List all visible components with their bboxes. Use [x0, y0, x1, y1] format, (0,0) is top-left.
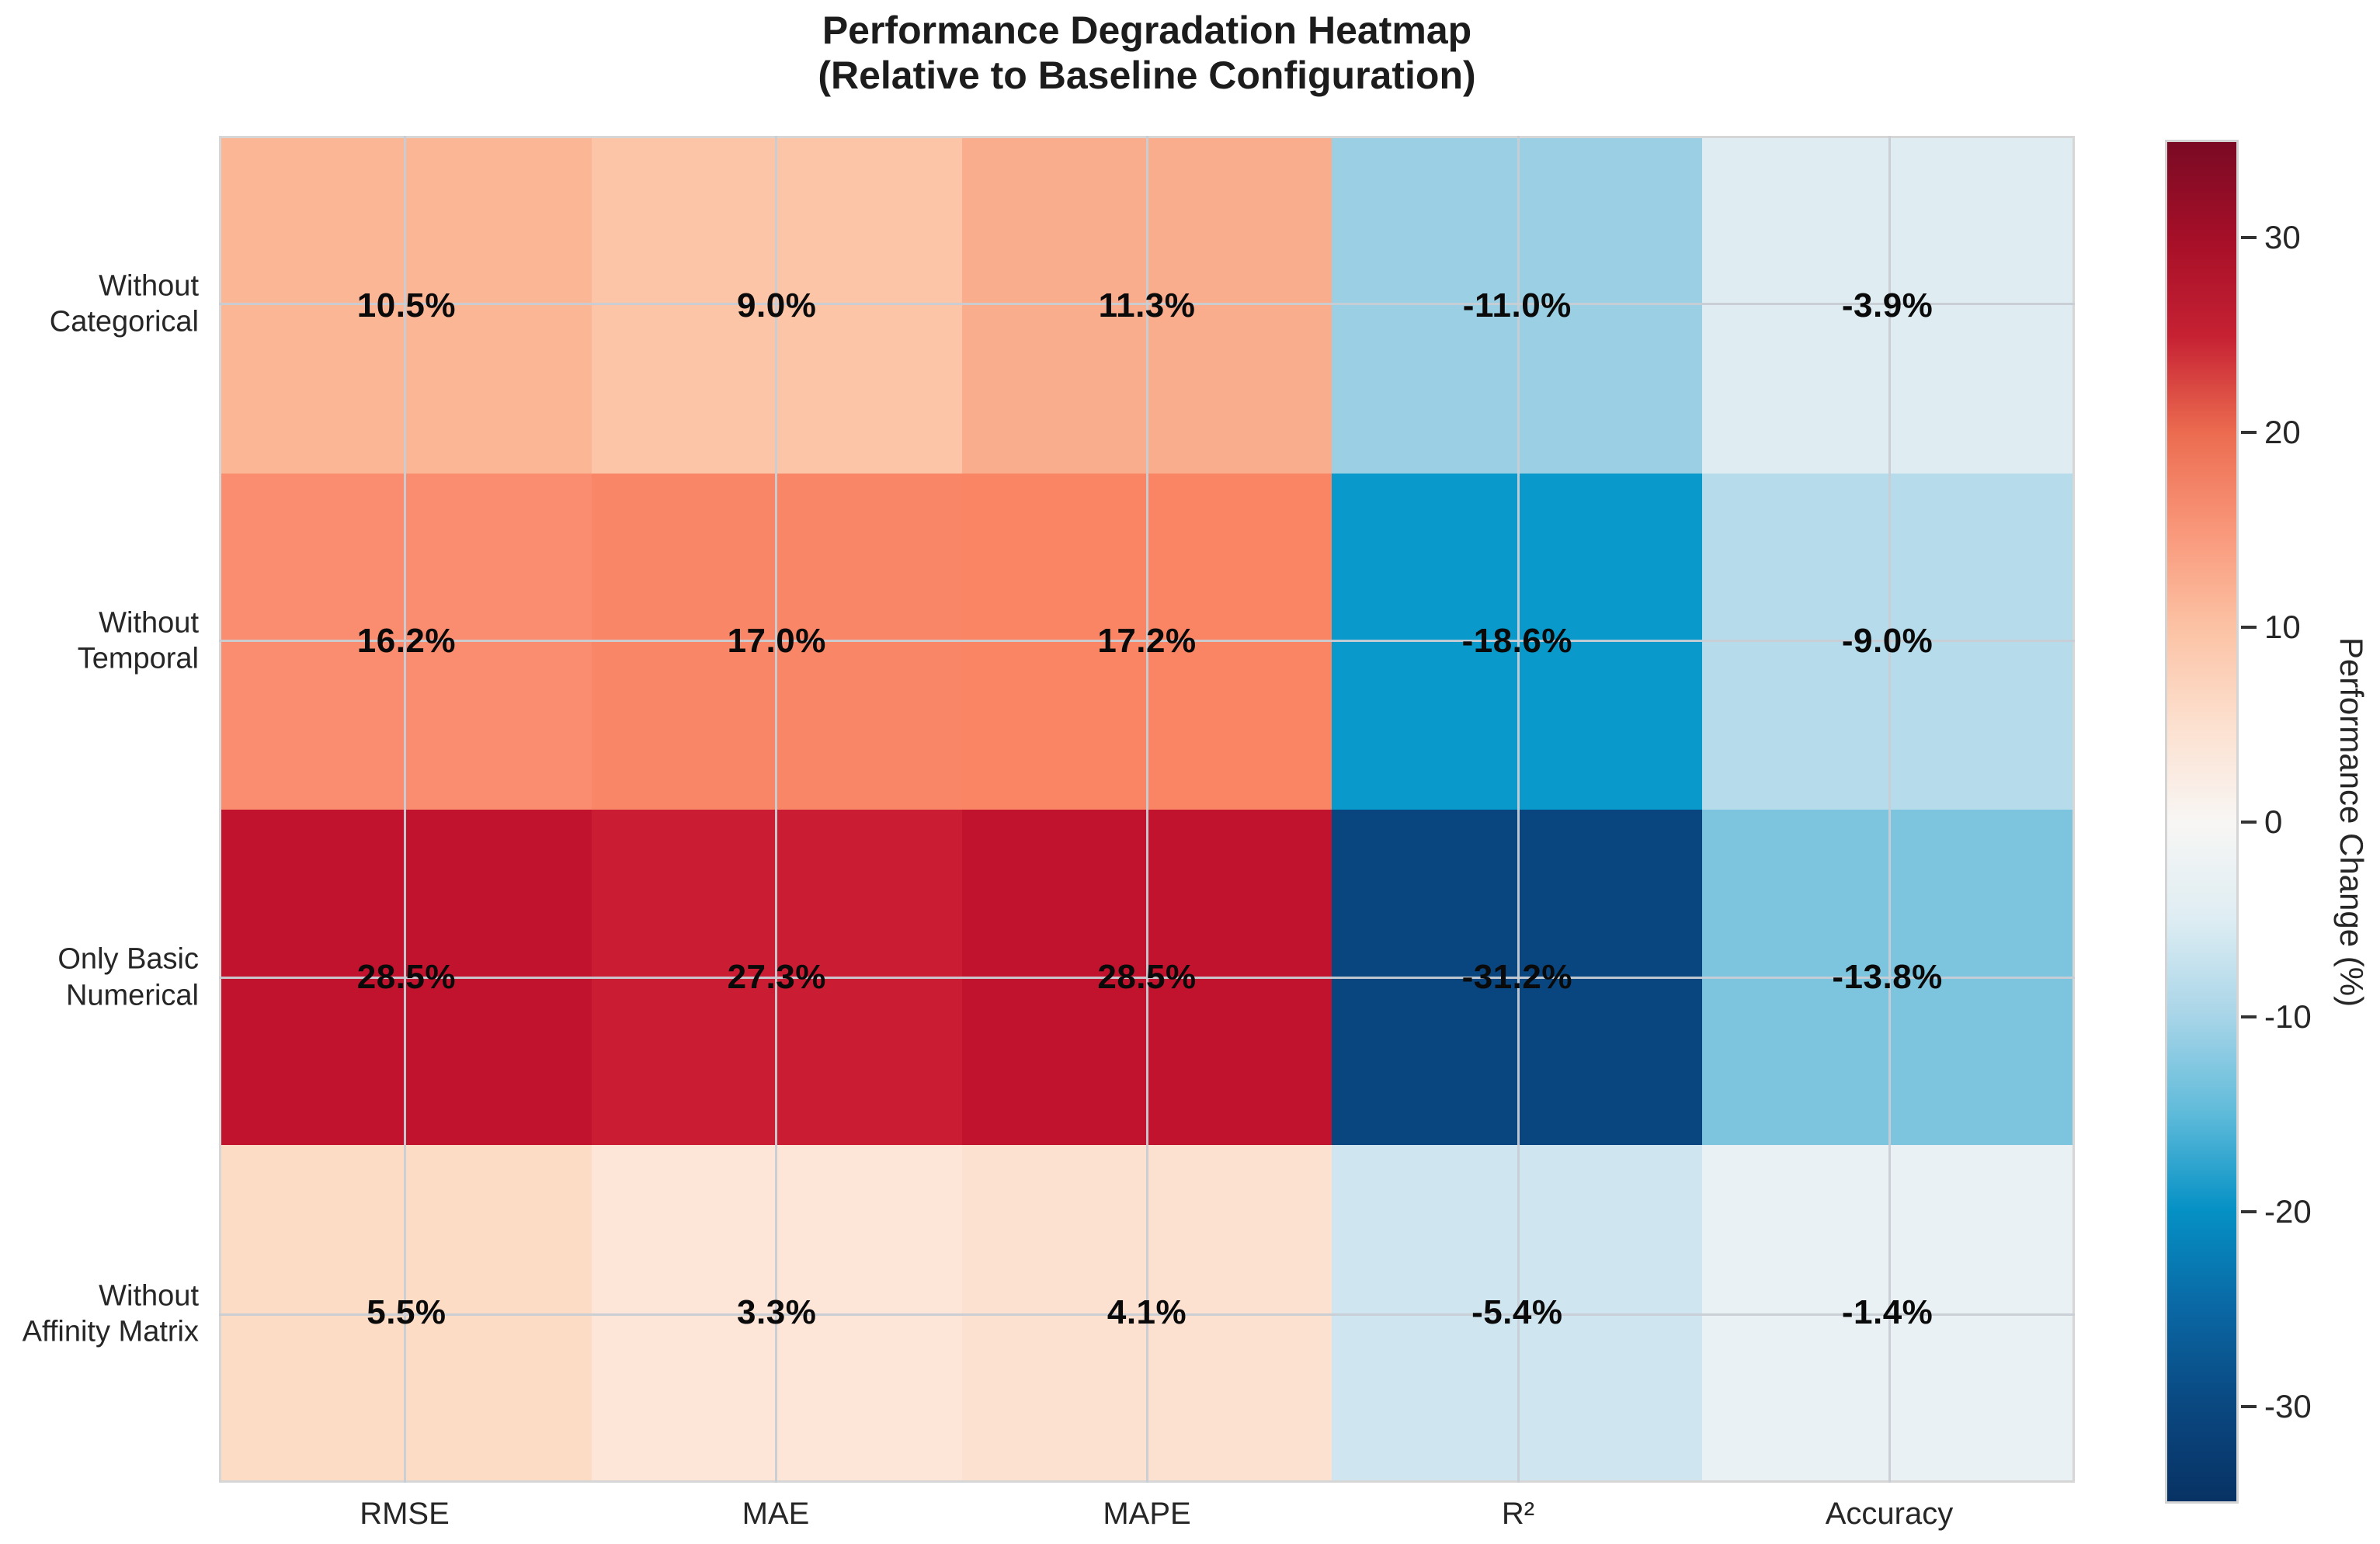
cell-value-label: -11.0% — [1462, 286, 1572, 325]
colorbar-tick-label: 20 — [2264, 413, 2301, 450]
heatmap-cell: 4.1% — [961, 1144, 1332, 1480]
colorbar-axis-label: Performance Change (%) — [2333, 637, 2370, 1007]
heatmap-cell: -5.4% — [1332, 1144, 1703, 1480]
cell-value-label: 9.0% — [737, 286, 817, 325]
cell-value-label: 5.5% — [367, 1292, 446, 1331]
colorbar-tick-label: 10 — [2264, 608, 2301, 645]
chart-title-line1: Performance Degradation Heatmap — [822, 9, 1472, 52]
x-axis-label: MAPE — [1103, 1497, 1191, 1531]
colorbar-tick-label: -20 — [2264, 1192, 2312, 1230]
cell-value-label: -31.2% — [1461, 957, 1572, 996]
cell-value-label: 4.1% — [1107, 1292, 1187, 1331]
cell-value-label: 17.2% — [1097, 622, 1197, 661]
heatmap-cell: 28.5% — [221, 809, 592, 1145]
cell-value-label: -3.9% — [1841, 286, 1934, 325]
colorbar-tick-mark — [2241, 625, 2257, 629]
y-axis-label: Without Temporal — [77, 606, 199, 675]
y-axis-label: Without Affinity Matrix — [22, 1279, 199, 1349]
cell-value-label: 3.3% — [737, 1292, 817, 1331]
colorbar-tick-label: -10 — [2264, 998, 2312, 1035]
cell-value-label: 28.5% — [1097, 957, 1197, 996]
cell-value-label: 28.5% — [356, 957, 457, 996]
heatmap-cell: 10.5% — [221, 138, 592, 474]
colorbar-tick-mark — [2241, 1209, 2257, 1213]
cell-value-label: -5.4% — [1471, 1292, 1563, 1331]
heatmap-cell: -3.9% — [1702, 138, 2073, 474]
heatmap-cell: 16.2% — [221, 474, 592, 810]
x-axis-label: R² — [1501, 1497, 1535, 1531]
x-axis-label: MAE — [742, 1497, 810, 1531]
y-axis-label: Only Basic Numerical — [57, 943, 199, 1012]
colorbar-tick-mark — [2241, 430, 2257, 434]
cell-value-label: -9.0% — [1841, 622, 1934, 661]
heatmap-cell: -13.8% — [1702, 809, 2073, 1145]
colorbar-tick-label: -30 — [2264, 1387, 2312, 1424]
x-axis-label: RMSE — [360, 1497, 450, 1531]
cell-value-label: 11.3% — [1098, 286, 1196, 325]
colorbar-tick-mark — [2241, 1015, 2257, 1018]
heatmap-cell: 5.5% — [221, 1144, 592, 1480]
cell-value-label: -1.4% — [1841, 1292, 1934, 1331]
heatmap-cell: 3.3% — [591, 1144, 962, 1480]
heatmap-cell: 28.5% — [961, 809, 1332, 1145]
heatmap-cell: -18.6% — [1332, 474, 1703, 810]
x-axis-label: Accuracy — [1825, 1497, 1954, 1531]
heatmap-cell: 17.0% — [591, 474, 962, 810]
cell-value-label: 17.0% — [727, 622, 826, 661]
heatmap-cell: 27.3% — [591, 809, 962, 1145]
heatmap-cell: -31.2% — [1332, 809, 1703, 1145]
cell-value-label: 10.5% — [356, 286, 457, 325]
chart-title: Performance Degradation Heatmap (Relativ… — [219, 8, 2075, 98]
colorbar-tick-label: 30 — [2264, 218, 2301, 255]
cell-value-label: 16.2% — [356, 622, 457, 661]
cell-value-label: -18.6% — [1461, 622, 1572, 661]
y-axis-label: Without Categorical — [49, 269, 199, 338]
colorbar — [2165, 140, 2239, 1504]
colorbar-tick-label: 0 — [2264, 803, 2283, 840]
heatmap-cell: -1.4% — [1702, 1144, 2073, 1480]
heatmap-cell: 11.3% — [961, 138, 1332, 474]
heatmap-cell: 9.0% — [591, 138, 962, 474]
colorbar-tick-mark — [2241, 820, 2257, 824]
cell-value-label: 27.3% — [727, 957, 826, 996]
heatmap-cell: 17.2% — [961, 474, 1332, 810]
heatmap-cell: -11.0% — [1332, 138, 1703, 474]
colorbar-tick-mark — [2241, 235, 2257, 239]
heatmap-cell: -9.0% — [1702, 474, 2073, 810]
heatmap-plot: 10.5% 9.0% 11.3% -11.0% -3.9% 16.2% 17.0% 17.2%… — [219, 136, 2075, 1483]
colorbar-tick-mark — [2241, 1404, 2257, 1408]
chart-title-line2: (Relative to Baseline Configuration) — [818, 54, 1476, 97]
cell-value-label: -13.8% — [1832, 957, 1943, 996]
